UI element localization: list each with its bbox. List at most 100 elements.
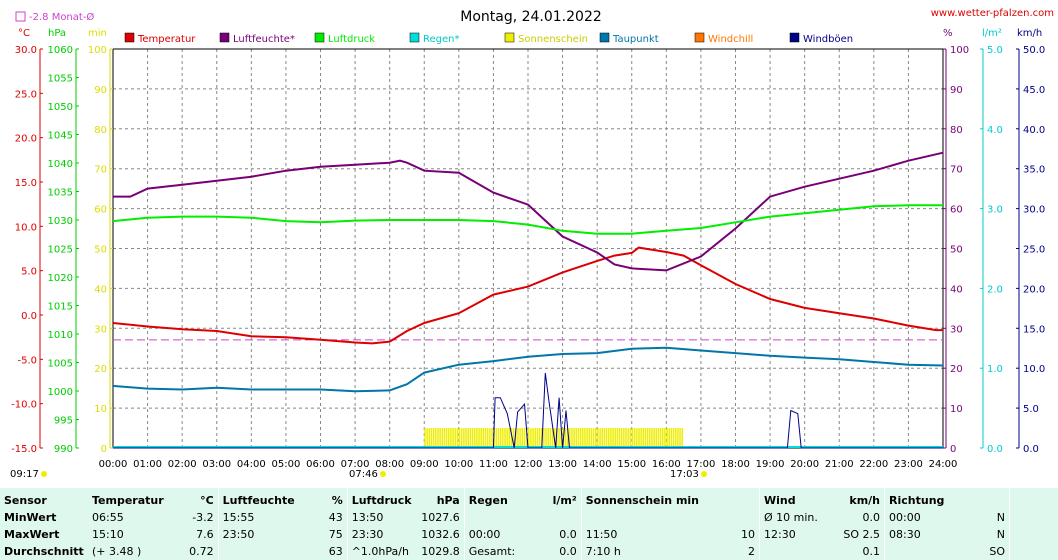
monat-label: -2.8 Monat-Ø (29, 11, 94, 23)
sunshine-bar (545, 428, 547, 448)
sunshine-bar (575, 428, 578, 448)
hdr-sonnenschein: Sonnenschein min (580, 488, 704, 509)
sunshine-bar (670, 428, 673, 448)
sunshine-bar (618, 428, 621, 448)
pressure-axis-tick-label: 1050 (48, 102, 73, 113)
humidity-axis-tick-label: 10 (950, 404, 963, 415)
temp-axis-tick-label: 0.0 (21, 311, 37, 322)
sunshine-bar (489, 428, 491, 448)
sunshine-bar (674, 428, 677, 448)
rain-axis-tick-label: 3.0 (987, 205, 1003, 216)
legend-label-luftdruck: Luftdruck (328, 34, 375, 45)
wind-axis-tick-label: 15.0 (1023, 324, 1045, 335)
sunshine-bar (662, 428, 664, 448)
x-tick-label: 05:00 (272, 459, 301, 470)
sunshine-bar (465, 428, 467, 448)
sunshine-bar (435, 428, 437, 448)
sunshine-bar (651, 428, 653, 448)
pressure-axis-tick-label: 990 (54, 444, 73, 455)
sunshine-bar (534, 428, 536, 448)
x-tick-label: 04:00 (237, 459, 266, 470)
sunshine-bar (610, 428, 612, 448)
stats-row-min: MinWert 06:55 -3.2 15:55 43 13:50 1027.6… (0, 509, 1058, 526)
sunshine-bar (668, 428, 670, 448)
sunshine-bar (549, 428, 552, 448)
sunshine-bar (616, 428, 619, 448)
temp-axis-tick-label: 5.0 (21, 267, 37, 278)
sunshine-bar (502, 428, 504, 448)
sunshine-bar (491, 428, 493, 448)
sunshine-bar (458, 428, 461, 448)
pressure-axis-tick-label: 1060 (48, 45, 73, 56)
sunshine-bar (530, 428, 532, 448)
sunshine-bar (605, 428, 608, 448)
x-tick-label: 23:00 (894, 459, 923, 470)
sun-axis-tick-label: 100 (88, 45, 107, 56)
sunshine-bar (510, 428, 513, 448)
legend: Temperatur Luftfeuchte* Luftdruck Regen* Son… (124, 32, 853, 45)
humidity-axis-tick-label: 20 (950, 364, 963, 375)
x-tick-label: 17:00 (687, 459, 716, 470)
hdr-luftfeuchte: Luftfeuchte (217, 488, 299, 509)
wind-axis-tick-label: 0.0 (1023, 444, 1039, 455)
x-tick-label: 22:00 (859, 459, 888, 470)
x-tick-label: 13:00 (548, 459, 577, 470)
pressure-axis-tick-label: 1025 (48, 245, 73, 256)
sunshine-bar (579, 428, 582, 448)
unit-wind: km/h (1017, 28, 1042, 39)
stats-header-row: Sensor Temperatur °C Luftfeuchte % Luftd… (0, 488, 1058, 509)
x-tick-label: 01:00 (133, 459, 162, 470)
hdr-press-unit: hPa (436, 493, 460, 507)
sun-axis-tick-label: 30 (94, 324, 107, 335)
sunshine-bar (627, 428, 629, 448)
sunshine-bar (599, 428, 601, 448)
sunshine-bar (506, 428, 508, 448)
sunshine-bar (631, 428, 634, 448)
wind-axis-tick-label: 20.0 (1023, 284, 1045, 295)
sunshine-bar (508, 428, 511, 448)
sunshine-bar (629, 428, 632, 448)
sunshine-bar (437, 428, 439, 448)
sunshine-bar (469, 428, 472, 448)
pressure-axis-tick-label: 1030 (48, 216, 73, 227)
sunshine-bar (473, 428, 476, 448)
humidity-axis-tick-label: 40 (950, 284, 963, 295)
sunshine-bar (614, 428, 616, 448)
sunshine-bar (612, 428, 614, 448)
pressure-axis-tick-label: 1055 (48, 74, 73, 85)
stats-row-max: MaxWert 15:10 7.6 23:50 75 23:30 1032.6 … (0, 526, 1058, 543)
x-tick-label: 15:00 (617, 459, 646, 470)
x-tick-label: 12:00 (514, 459, 543, 470)
hdr-hum-unit: % (331, 493, 343, 507)
unit-minutes: min (88, 28, 107, 39)
hdr-wind-unit: km/h (849, 493, 881, 507)
sunshine-bar (450, 428, 452, 448)
sunshine-bar (476, 428, 478, 448)
sunshine-bar (448, 428, 450, 448)
sunshine-bar (495, 428, 498, 448)
monat-swatch (15, 11, 26, 22)
hdr-richtung: Richtung (884, 488, 954, 509)
stats-table: Sensor Temperatur °C Luftfeuchte % Luftd… (0, 488, 1058, 560)
legend-label-sonnenschein: Sonnenschein (518, 34, 588, 45)
sunshine-bar (625, 428, 627, 448)
rain-axis-tick-label: 2.0 (987, 284, 1003, 295)
sunshine-bar (584, 428, 586, 448)
site-url: www.wetter-pfalzen.com (931, 8, 1054, 19)
wind-axis-tick-label: 30.0 (1023, 205, 1045, 216)
sunshine-bar (426, 428, 428, 448)
sunshine-bar (441, 428, 444, 448)
sunshine-bar (430, 428, 433, 448)
sunshine-bar (588, 428, 591, 448)
pressure-axis-tick-label: 1010 (48, 330, 73, 341)
x-tick-label: 16:00 (652, 459, 681, 470)
sunshine-bar (512, 428, 515, 448)
legend-swatch-windchill (694, 32, 705, 43)
sunshine-bar (566, 428, 569, 448)
rain-axis-tick-label: 4.0 (987, 125, 1003, 136)
sunset-icon (701, 471, 707, 477)
x-tick-label: 19:00 (756, 459, 785, 470)
pressure-axis-tick-label: 1015 (48, 302, 73, 313)
sunshine-bar (456, 428, 459, 448)
sunshine-bar (515, 428, 517, 448)
